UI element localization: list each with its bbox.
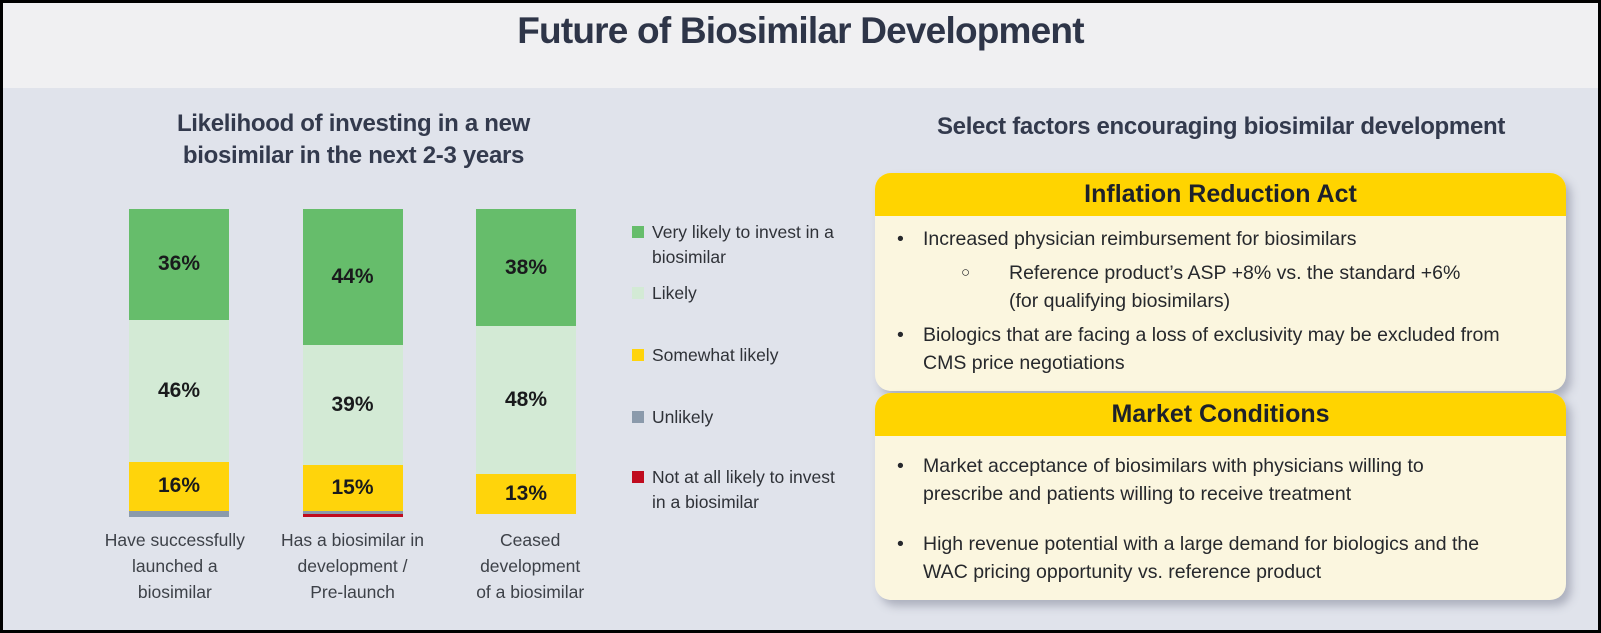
bar-category-label: Have successfully launched a biosimilar xyxy=(104,530,245,602)
bar-segment: 48% xyxy=(476,326,576,474)
bar-segment: 39% xyxy=(302,344,403,465)
bullet-marker: • xyxy=(897,324,904,346)
legend-swatch-icon xyxy=(632,287,644,299)
box-body: • Increased physician reimbursement for b… xyxy=(875,216,1566,391)
bullet-text: Biologics that are facing a loss of excl… xyxy=(923,324,1500,374)
bar-value-label: 48% xyxy=(504,387,548,411)
legend-item: Somewhat likely xyxy=(632,343,844,368)
box-header: Market Conditions xyxy=(875,393,1566,436)
circle-sub-bullet-marker: ○ xyxy=(961,264,971,281)
bullet-text: Market acceptance of biosimilars with ph… xyxy=(923,455,1424,505)
bullet-marker: • xyxy=(897,228,904,250)
legend-label: Unlikely xyxy=(652,407,714,427)
bar-value-label: 38% xyxy=(504,255,548,279)
stacked-bar: 38% 48% 13% xyxy=(476,209,576,517)
bar-value-label: 15% xyxy=(331,475,374,499)
bar-category-label: Ceased development of a biosimilar xyxy=(476,530,585,602)
bullet-item: • Market acceptance of biosimilars with p… xyxy=(897,452,1544,508)
bar-value-label: 16% xyxy=(157,474,201,498)
market-conditions-box: Market Conditions • Market acceptance of … xyxy=(875,393,1566,600)
bar-chart: 36% 46% 16% 44% 39% 15% 38% 48% 13% xyxy=(129,209,576,517)
header-bar: Future of Biosimilar Development xyxy=(3,3,1598,88)
bullet-text: Reference product’s ASP +8% vs. the stan… xyxy=(1009,262,1461,312)
bar-segment: 16% xyxy=(129,461,229,511)
bar-value-label: 44% xyxy=(331,264,374,288)
bar-category-label: Has a biosimilar in development / Pre-la… xyxy=(281,530,424,602)
inflation-reduction-act-box: Inflation Reduction Act • Increased physi… xyxy=(875,173,1566,391)
bullet-marker: • xyxy=(897,533,904,555)
bar-segment: 46% xyxy=(129,319,229,462)
bar-value-label: 39% xyxy=(331,392,374,416)
legend: Very likely to invest in a biosimilar Lik… xyxy=(632,220,844,515)
page-title: Future of Biosimilar Development xyxy=(517,10,1084,51)
bar-segment xyxy=(129,510,229,517)
bar-value-label: 46% xyxy=(157,378,201,402)
bar-value-label: 13% xyxy=(504,481,548,505)
legend-item: Unlikely xyxy=(632,405,844,430)
legend-swatch-icon xyxy=(632,349,644,361)
factors-section-title: Select factors encouraging biosimilar de… xyxy=(936,113,1506,140)
bullet-item: • Increased physician reimbursement for b… xyxy=(897,225,1544,253)
legend-swatch-icon xyxy=(632,411,644,423)
stacked-bar: 44% 39% 15% xyxy=(302,209,403,517)
legend-item: Not at all likely to invest in a biosimi… xyxy=(632,465,844,515)
bar-category-labels: Have successfully launched a biosimilar H… xyxy=(86,527,619,605)
legend-label: Somewhat likely xyxy=(652,345,779,365)
bar-segment: 38% xyxy=(476,209,576,327)
bar-segment xyxy=(302,513,403,517)
bar-value-label: 36% xyxy=(157,252,201,276)
legend-label: Very likely to invest in a biosimilar xyxy=(652,222,834,267)
chart-title: Likelihood of investing in a new biosimi… xyxy=(176,110,531,169)
legend-item: Very likely to invest in a biosimilar xyxy=(632,220,844,270)
legend-label: Not at all likely to invest in a biosimi… xyxy=(652,467,835,512)
bullet-item: ○ Reference product’s ASP +8% vs. the sta… xyxy=(961,259,1544,315)
legend-swatch-icon xyxy=(632,471,644,483)
box-header: Inflation Reduction Act xyxy=(875,173,1566,216)
legend-swatch-icon xyxy=(632,226,644,238)
bar-segment xyxy=(302,510,403,514)
bullet-item: • Biologics that are facing a loss of exc… xyxy=(897,321,1544,377)
bar-segment: 15% xyxy=(302,464,403,511)
bullet-text: High revenue potential with a large dema… xyxy=(923,533,1480,583)
legend-item: Likely xyxy=(632,281,844,306)
bullet-item: • High revenue potential with a large dem… xyxy=(897,530,1544,586)
bullet-marker: • xyxy=(897,455,904,477)
bar-segment: 36% xyxy=(129,209,229,320)
stacked-bar: 36% 46% 16% xyxy=(129,209,229,517)
bar-segment: 13% xyxy=(476,473,576,514)
box-body: • Market acceptance of biosimilars with p… xyxy=(875,436,1566,600)
legend-label: Likely xyxy=(652,283,697,303)
bar-segment: 44% xyxy=(302,209,403,345)
bullet-text: Increased physician reimbursement for bi… xyxy=(923,228,1357,250)
